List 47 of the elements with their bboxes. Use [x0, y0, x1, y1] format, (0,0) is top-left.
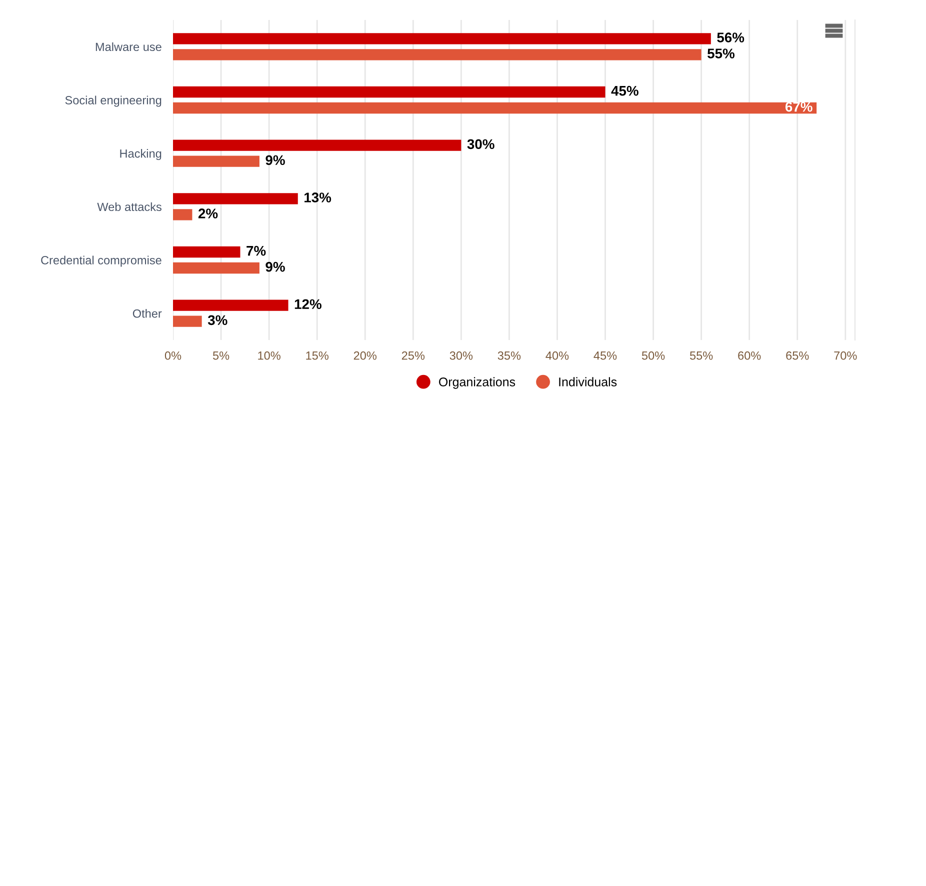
bar [173, 156, 260, 167]
data-label: 9% [266, 155, 285, 166]
y-tick-label: Social engineering [65, 96, 162, 107]
bar [173, 86, 606, 98]
y-tick-label: Credential compromise [41, 256, 162, 267]
x-tick-label: 20% [354, 351, 377, 360]
y-tick-label: Hacking [120, 149, 162, 160]
x-tick-label: 45% [594, 351, 617, 360]
x-tick-label: 65% [786, 351, 809, 360]
bar [173, 300, 288, 311]
x-tick-label: 35% [498, 351, 521, 360]
legend-label: Individuals [559, 377, 617, 386]
y-tick-label: Other [132, 309, 162, 318]
x-tick-label: 40% [546, 351, 569, 360]
data-label: 56% [717, 32, 744, 42]
data-label: 67% [785, 102, 812, 112]
legend-label: Organizations [439, 377, 516, 389]
bar [173, 209, 192, 220]
x-tick-label: 70% [834, 351, 857, 360]
x-tick-label: 15% [306, 351, 328, 360]
data-label: 55% [708, 48, 735, 58]
x-tick-label: 5% [212, 351, 230, 360]
bar [173, 49, 702, 60]
bar [173, 193, 298, 204]
x-tick-label: 60% [738, 351, 761, 360]
x-tick-label: 30% [450, 351, 473, 360]
data-label: 9% [266, 262, 285, 272]
bar [173, 33, 711, 44]
x-tick-label: 55% [690, 351, 713, 360]
x-tick-label: 0% [164, 351, 182, 360]
data-label: 13% [304, 192, 332, 202]
data-label: 3% [208, 315, 228, 326]
bar [173, 316, 202, 327]
data-label: 2% [198, 208, 218, 218]
data-label: 7% [246, 246, 266, 256]
bar [173, 246, 240, 258]
y-tick-label: Web attacks [97, 202, 162, 212]
bar [173, 262, 260, 274]
y-tick-label: Malware use [96, 42, 162, 52]
data-label: 45% [611, 86, 638, 96]
bar [173, 102, 817, 114]
data-label: 12% [294, 299, 322, 310]
x-tick-label: 25% [402, 351, 425, 360]
data-label: 30% [467, 139, 494, 150]
x-tick-label: 10% [258, 351, 280, 360]
x-tick-label: 50% [642, 351, 665, 360]
bar [173, 140, 462, 151]
